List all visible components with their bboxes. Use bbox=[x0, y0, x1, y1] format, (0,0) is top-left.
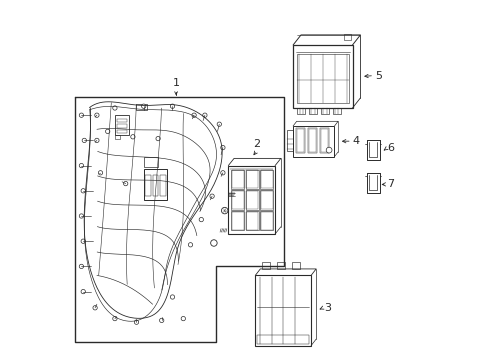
Bar bbox=[261, 191, 272, 209]
Circle shape bbox=[123, 181, 127, 186]
Bar bbox=[231, 190, 244, 210]
Bar bbox=[152, 175, 158, 196]
Bar bbox=[117, 124, 127, 128]
Bar bbox=[160, 175, 165, 196]
Circle shape bbox=[95, 113, 99, 117]
Circle shape bbox=[79, 264, 83, 269]
Circle shape bbox=[81, 239, 85, 243]
Text: 3: 3 bbox=[323, 303, 330, 313]
Circle shape bbox=[217, 122, 221, 126]
Circle shape bbox=[220, 145, 224, 150]
Bar bbox=[115, 135, 120, 139]
Bar bbox=[231, 170, 244, 189]
Circle shape bbox=[325, 147, 331, 153]
Circle shape bbox=[82, 138, 86, 143]
Bar bbox=[260, 211, 273, 230]
Bar bbox=[296, 129, 304, 152]
Bar bbox=[295, 128, 305, 153]
Circle shape bbox=[209, 194, 214, 198]
Text: 7: 7 bbox=[386, 179, 394, 189]
Bar bbox=[261, 212, 272, 230]
Bar bbox=[245, 211, 258, 230]
Bar bbox=[245, 190, 258, 210]
Circle shape bbox=[81, 189, 85, 193]
Bar bbox=[261, 170, 272, 188]
Bar bbox=[246, 212, 258, 230]
Bar bbox=[291, 262, 299, 269]
Bar bbox=[136, 104, 147, 110]
Bar bbox=[145, 175, 151, 196]
Circle shape bbox=[188, 243, 192, 247]
Bar bbox=[231, 170, 243, 188]
Circle shape bbox=[113, 316, 117, 321]
Circle shape bbox=[113, 106, 117, 110]
Bar bbox=[297, 108, 305, 114]
Bar bbox=[143, 157, 158, 167]
Bar bbox=[117, 130, 127, 133]
Bar bbox=[343, 34, 350, 40]
Bar bbox=[231, 212, 243, 230]
Circle shape bbox=[221, 207, 227, 214]
Text: 1: 1 bbox=[172, 78, 179, 88]
Bar bbox=[321, 108, 328, 114]
Circle shape bbox=[220, 171, 224, 175]
Bar bbox=[261, 262, 269, 269]
Bar bbox=[309, 108, 317, 114]
Circle shape bbox=[170, 104, 174, 108]
Bar bbox=[117, 119, 127, 122]
Circle shape bbox=[210, 240, 217, 246]
Bar bbox=[292, 126, 334, 157]
Bar bbox=[320, 129, 327, 152]
Circle shape bbox=[79, 214, 83, 218]
Circle shape bbox=[159, 318, 163, 323]
Bar bbox=[286, 130, 292, 151]
Circle shape bbox=[156, 136, 160, 141]
Bar bbox=[319, 128, 328, 153]
Circle shape bbox=[105, 129, 110, 134]
Circle shape bbox=[203, 113, 206, 117]
Circle shape bbox=[79, 113, 83, 117]
Bar bbox=[332, 108, 340, 114]
Bar bbox=[308, 129, 316, 152]
Bar bbox=[143, 169, 167, 200]
Text: 4: 4 bbox=[352, 136, 359, 146]
Bar bbox=[307, 128, 317, 153]
Bar bbox=[246, 170, 258, 188]
Bar bbox=[260, 190, 273, 210]
Circle shape bbox=[199, 217, 203, 222]
Circle shape bbox=[98, 171, 102, 175]
Bar bbox=[115, 115, 129, 135]
Circle shape bbox=[141, 104, 145, 108]
Bar bbox=[228, 166, 275, 234]
Bar bbox=[231, 211, 244, 230]
Bar bbox=[296, 54, 348, 103]
Text: 2: 2 bbox=[253, 139, 260, 149]
Bar bbox=[245, 170, 258, 189]
Bar bbox=[292, 45, 352, 108]
Text: 6: 6 bbox=[386, 143, 394, 153]
Circle shape bbox=[170, 295, 174, 299]
Bar bbox=[246, 191, 258, 209]
Bar bbox=[276, 262, 284, 269]
Circle shape bbox=[192, 113, 196, 117]
Bar bbox=[255, 275, 310, 346]
Circle shape bbox=[130, 135, 135, 139]
Circle shape bbox=[81, 289, 85, 294]
Bar bbox=[231, 191, 243, 209]
Circle shape bbox=[181, 316, 185, 321]
Circle shape bbox=[79, 163, 83, 168]
Bar bbox=[257, 335, 309, 344]
Circle shape bbox=[95, 138, 99, 143]
Circle shape bbox=[93, 306, 97, 310]
Text: 5: 5 bbox=[374, 71, 381, 81]
Circle shape bbox=[134, 320, 139, 324]
Bar bbox=[260, 170, 273, 189]
